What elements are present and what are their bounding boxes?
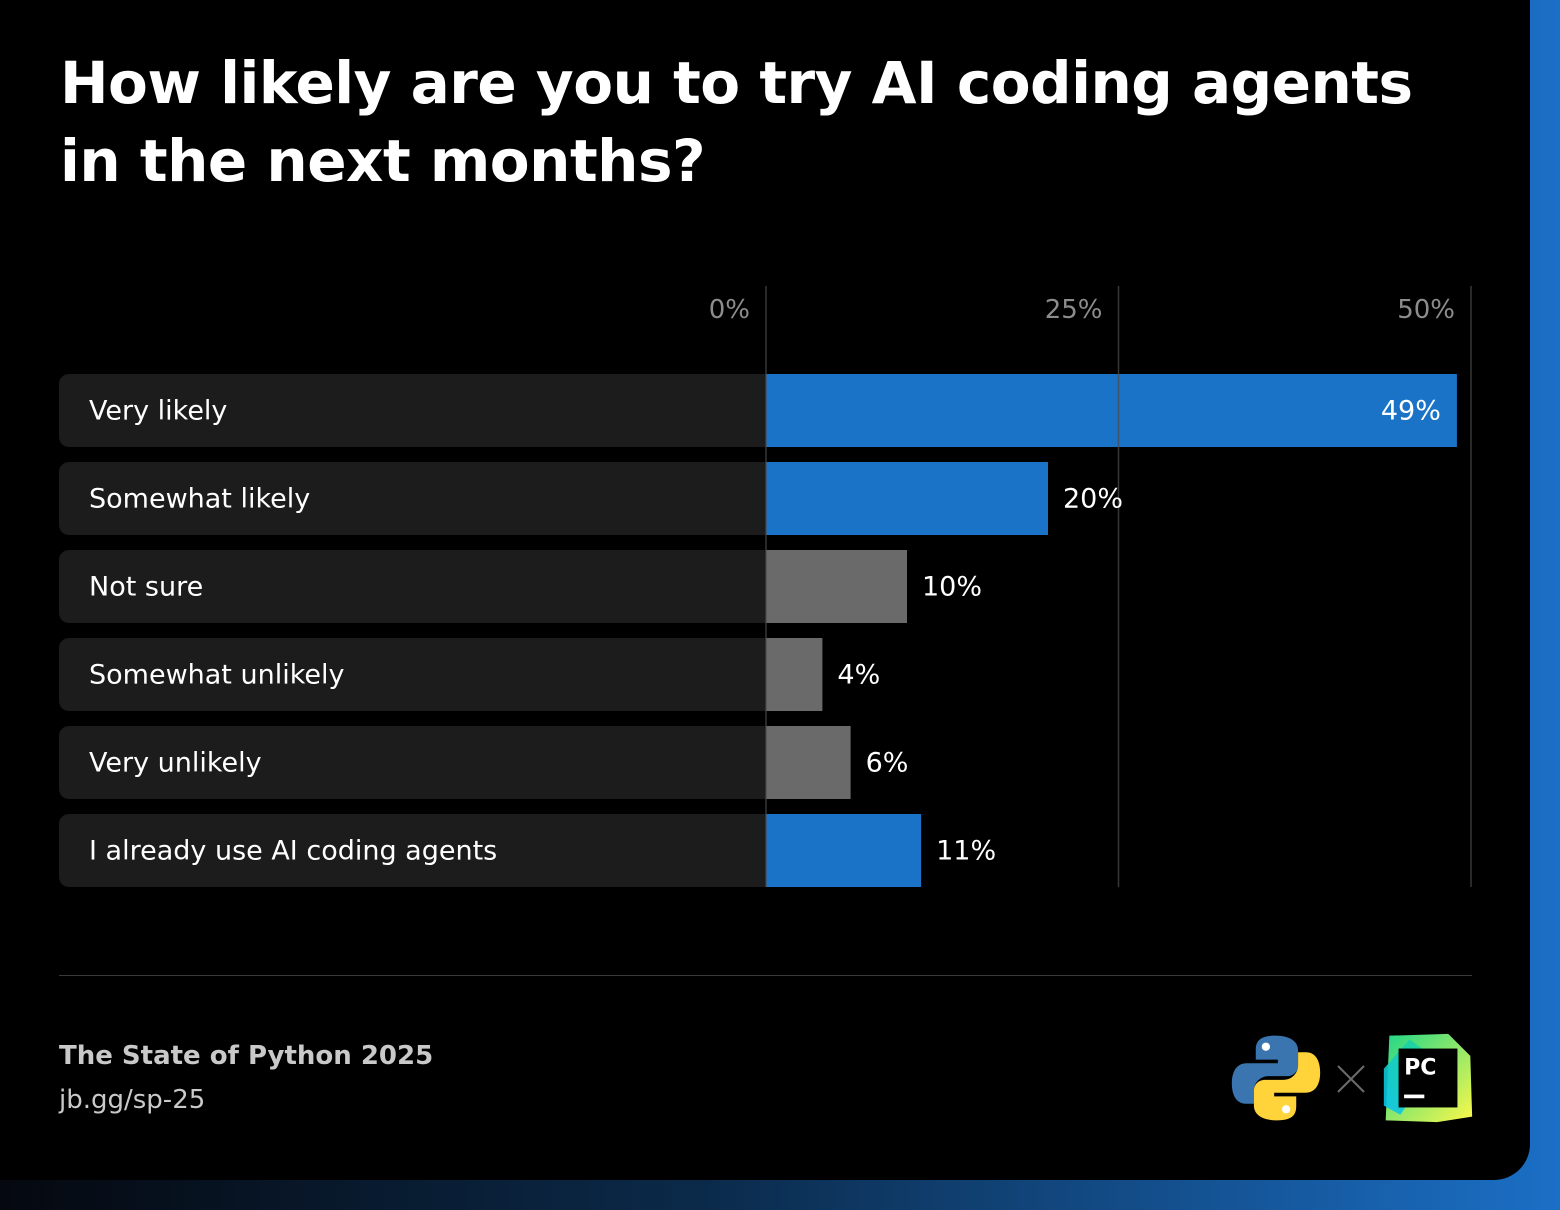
pycharm-logo-text: PC — [1404, 1055, 1436, 1080]
row-background — [59, 726, 774, 799]
footer-divider — [59, 975, 1472, 976]
value-label: 11% — [936, 836, 996, 867]
x-tick-label: 50% — [1397, 295, 1455, 325]
category-labels: Very likely Somewhat likely Not sure Somewh… — [89, 396, 497, 867]
chart-title-line-2: in the next months? — [60, 127, 706, 195]
category-label: Somewhat unlikely — [89, 660, 344, 691]
bars — [766, 374, 1457, 887]
footer-title: The State of Python 2025 — [59, 1041, 434, 1071]
bar — [766, 462, 1048, 535]
chart-title: How likely are you to try AI coding agen… — [60, 44, 1460, 200]
footer-link[interactable]: jb.gg/sp-25 — [59, 1085, 206, 1115]
category-label: I already use AI coding agents — [89, 836, 497, 867]
value-label: 49% — [1381, 396, 1441, 427]
x-tick-label: 25% — [1045, 295, 1103, 325]
row-background — [59, 638, 774, 711]
bar — [766, 550, 907, 623]
value-label: 20% — [1063, 484, 1123, 515]
category-label: Somewhat likely — [89, 484, 310, 515]
chart-title-line-1: How likely are you to try AI coding agen… — [60, 49, 1413, 117]
value-labels: 49% 20% 10% 4% 6% 11% — [837, 396, 1441, 867]
bar-chart: 0% 25% 50% Very likely Somewhat likely Not su… — [59, 286, 1472, 887]
category-label: Very likely — [89, 396, 227, 427]
python-logo — [1231, 1035, 1321, 1121]
value-label: 6% — [866, 748, 909, 779]
bar — [766, 638, 823, 711]
x-tick-label: 0% — [709, 295, 750, 325]
row-background — [59, 550, 774, 623]
value-label: 4% — [837, 660, 880, 691]
row-background — [59, 462, 774, 535]
times-icon — [1337, 1065, 1365, 1093]
gridlines: 0% 25% 50% — [709, 286, 1472, 887]
category-label: Not sure — [89, 572, 203, 603]
row-backgrounds — [59, 374, 774, 887]
category-label: Very unlikely — [89, 748, 262, 779]
row-background — [59, 374, 774, 447]
value-label: 10% — [922, 572, 982, 603]
bar — [766, 814, 922, 887]
chart-card: How likely are you to try AI coding agen… — [0, 0, 1530, 1180]
bar — [766, 374, 1457, 447]
bar — [766, 726, 851, 799]
row-background — [59, 814, 774, 887]
pycharm-logo: PC — [1383, 1033, 1473, 1123]
